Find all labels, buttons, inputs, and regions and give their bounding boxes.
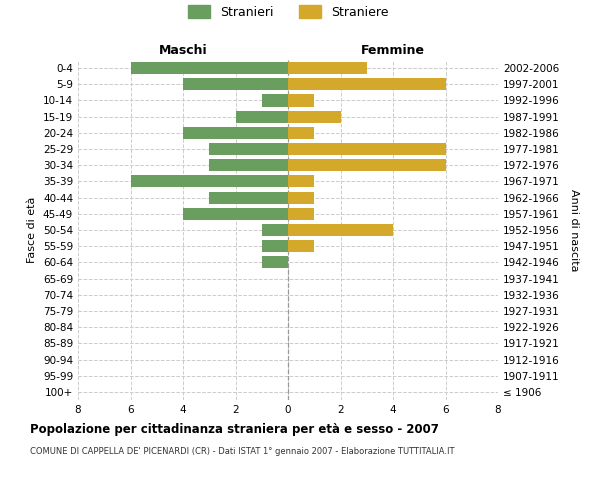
Bar — [183, 208, 288, 220]
Bar — [130, 62, 288, 74]
Bar — [262, 224, 288, 236]
Bar — [262, 240, 288, 252]
Bar — [288, 110, 341, 122]
Bar — [209, 143, 288, 155]
Bar — [288, 208, 314, 220]
Text: Popolazione per cittadinanza straniera per età e sesso - 2007: Popolazione per cittadinanza straniera p… — [30, 422, 439, 436]
Bar — [262, 94, 288, 106]
Bar — [130, 176, 288, 188]
Bar — [288, 240, 314, 252]
Bar — [288, 62, 367, 74]
Bar — [183, 78, 288, 90]
Bar — [209, 159, 288, 172]
Bar — [288, 78, 445, 90]
Bar — [288, 192, 314, 203]
Text: COMUNE DI CAPPELLA DE' PICENARDI (CR) - Dati ISTAT 1° gennaio 2007 - Elaborazion: COMUNE DI CAPPELLA DE' PICENARDI (CR) - … — [30, 448, 455, 456]
Bar — [288, 127, 314, 139]
Bar — [288, 224, 393, 236]
Text: Maschi: Maschi — [158, 44, 208, 58]
Y-axis label: Anni di nascita: Anni di nascita — [569, 188, 579, 271]
Bar — [288, 143, 445, 155]
Bar — [209, 192, 288, 203]
Y-axis label: Fasce di età: Fasce di età — [28, 197, 37, 263]
Bar — [183, 127, 288, 139]
Bar — [288, 94, 314, 106]
Bar — [288, 176, 314, 188]
Legend: Stranieri, Straniere: Stranieri, Straniere — [187, 5, 389, 18]
Text: Femmine: Femmine — [361, 44, 425, 58]
Bar — [288, 159, 445, 172]
Bar — [235, 110, 288, 122]
Bar — [262, 256, 288, 268]
